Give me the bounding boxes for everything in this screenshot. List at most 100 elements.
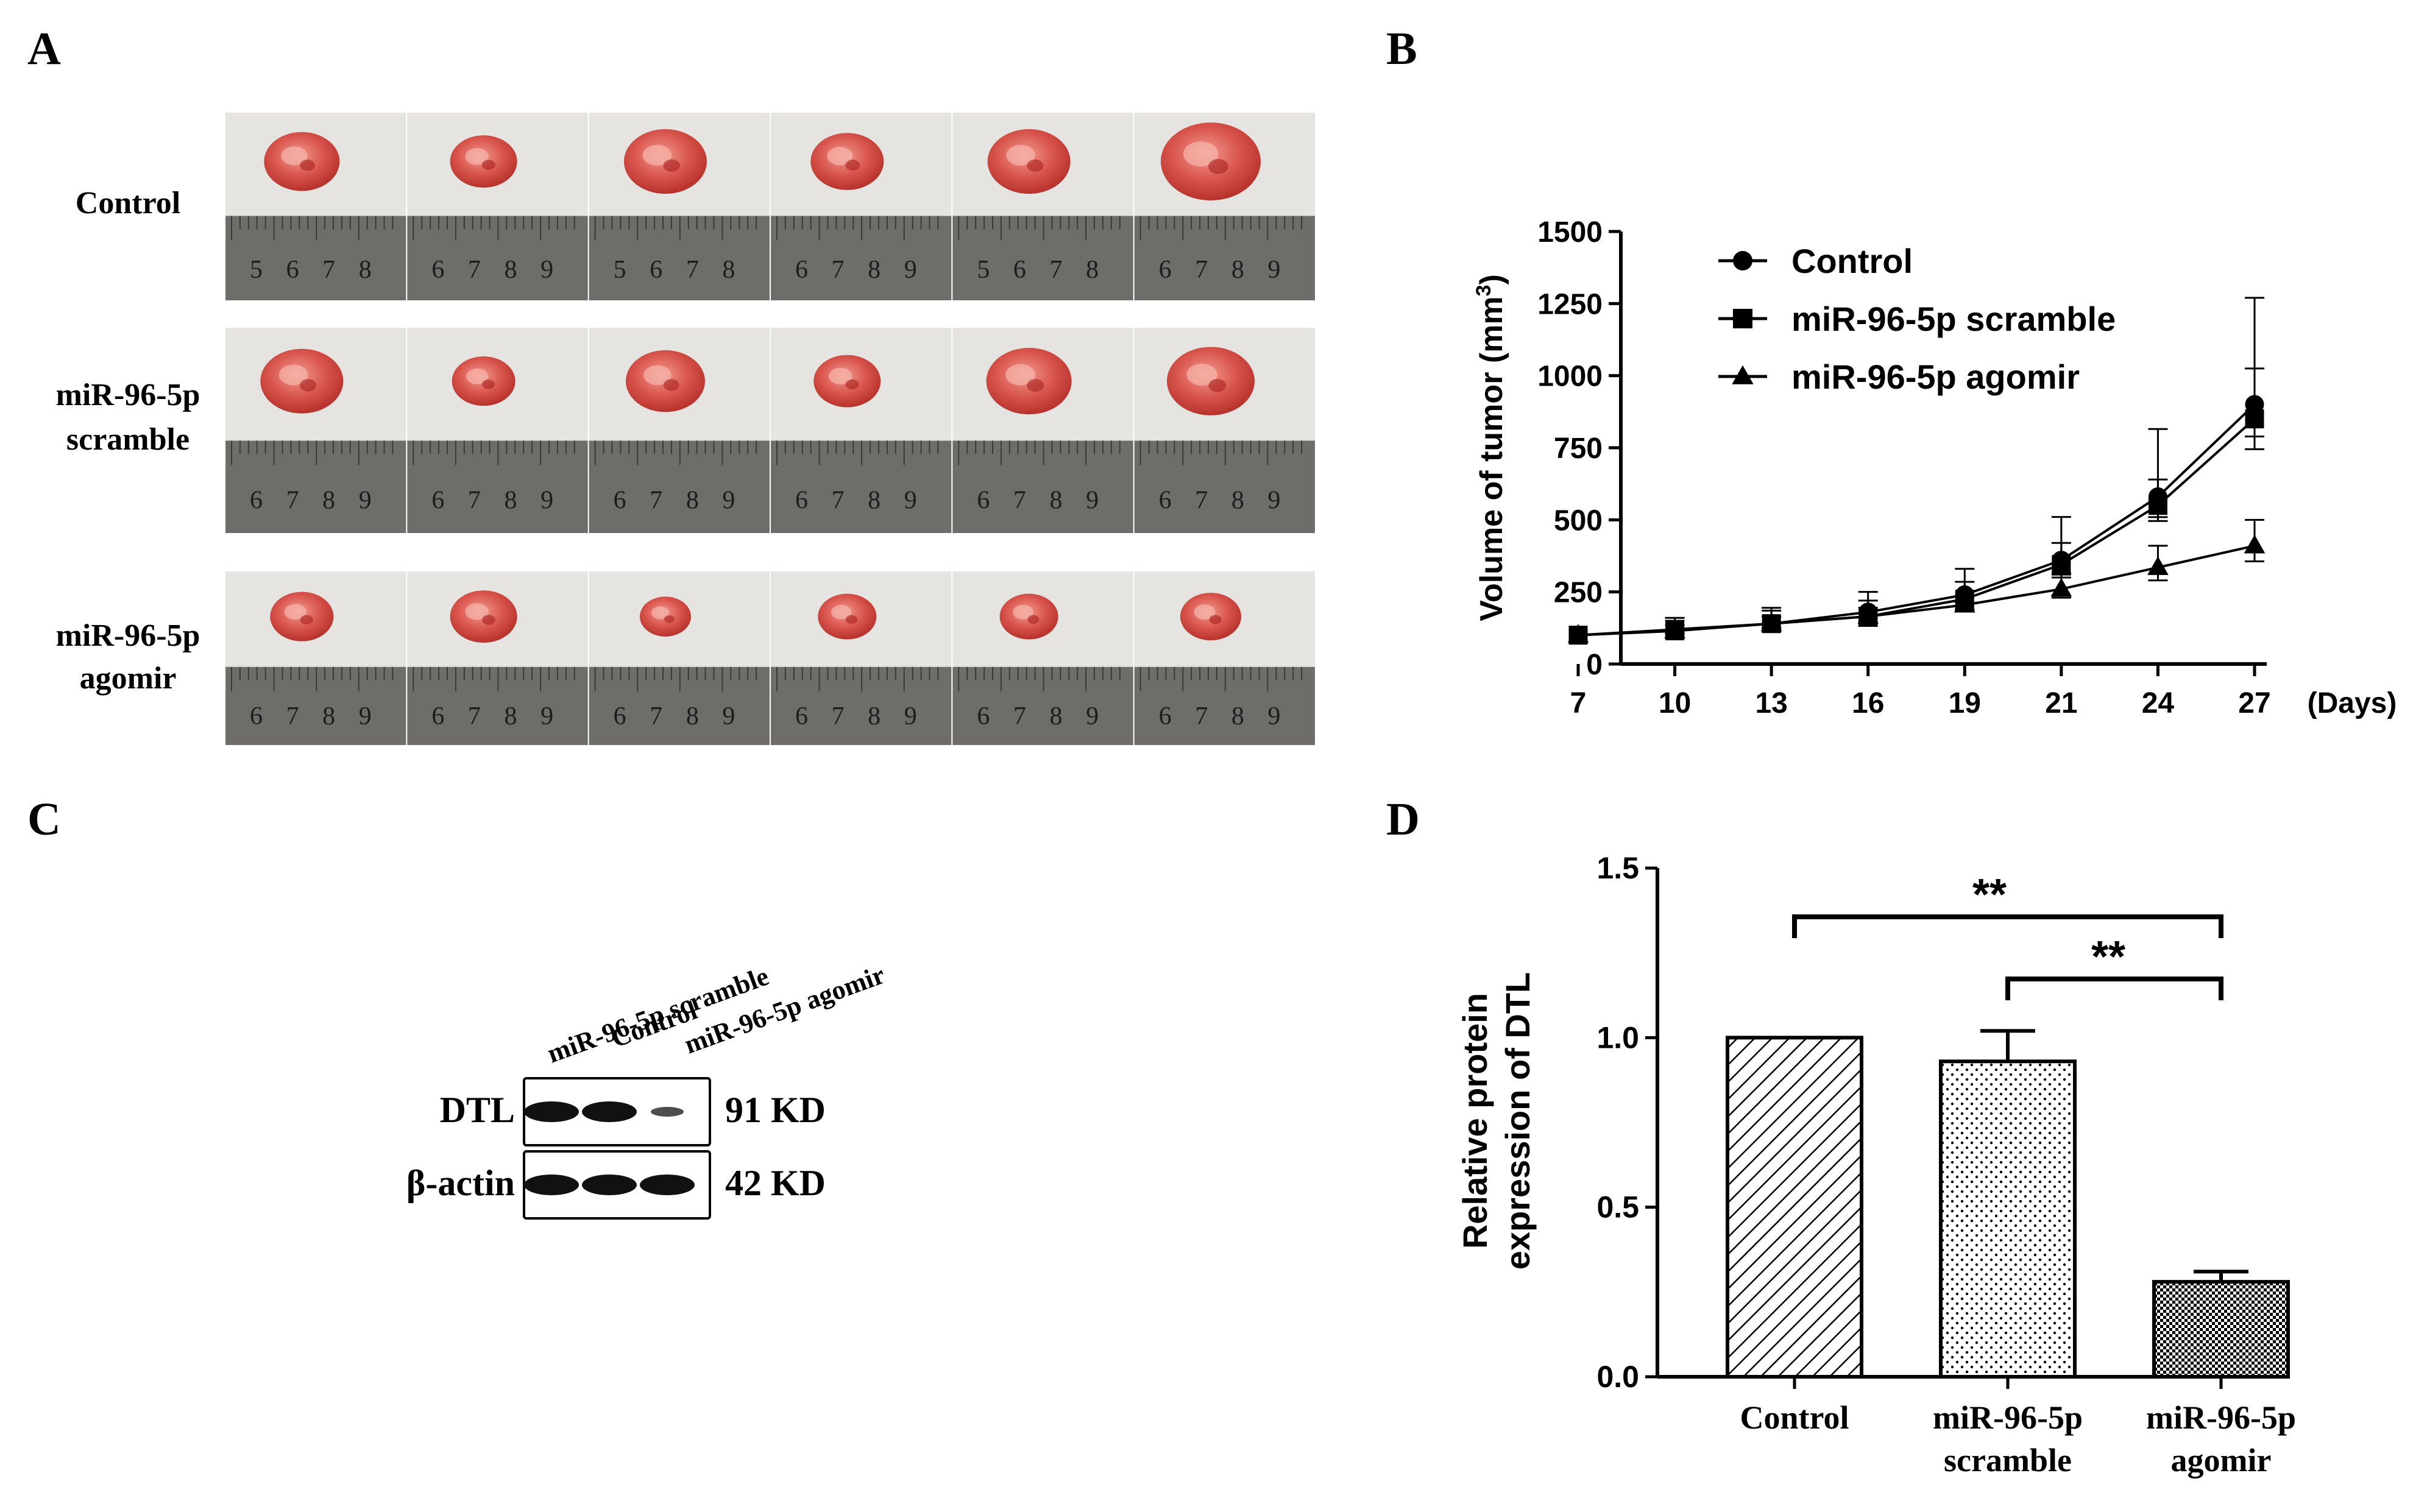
ruler-number: 9 bbox=[904, 702, 917, 730]
x-tick-label: 10 bbox=[1659, 687, 1691, 719]
ruler-number: 7 bbox=[1013, 702, 1026, 730]
tumor-spot bbox=[663, 159, 680, 172]
x-tick-label: 19 bbox=[1949, 687, 1981, 719]
x-tick-label-line2: scramble bbox=[1944, 1442, 2072, 1478]
blot-band bbox=[651, 1107, 684, 1117]
ruler-number: 6 bbox=[977, 487, 990, 515]
ruler-number: 9 bbox=[1267, 702, 1280, 730]
ruler-number: 6 bbox=[250, 702, 263, 730]
ruler-number: 9 bbox=[722, 702, 735, 730]
panel-d-bar-chart: 0.0 0.5 1.0 1.5 Relative protein expression o… bbox=[1456, 851, 2296, 1478]
data-point bbox=[1760, 612, 1782, 632]
ruler-number: 9 bbox=[904, 256, 917, 284]
tumor-highlight bbox=[278, 364, 308, 386]
ruler-number: 6 bbox=[1159, 256, 1172, 284]
ruler-number: 8 bbox=[1086, 256, 1099, 284]
ruler-number: 7 bbox=[1013, 487, 1026, 515]
data-point bbox=[2052, 555, 2071, 574]
tumor-spot bbox=[300, 615, 313, 625]
ruler-number: 7 bbox=[1195, 702, 1208, 730]
row-label-line2: scramble bbox=[66, 422, 190, 457]
tumor-spot bbox=[845, 160, 860, 171]
protein-name: DTL bbox=[440, 1090, 515, 1130]
ruler-number: 7 bbox=[286, 702, 299, 730]
ruler-number: 9 bbox=[904, 487, 917, 515]
row-label: Control bbox=[76, 186, 180, 221]
ruler-number: 8 bbox=[505, 487, 517, 515]
ruler-number: 6 bbox=[431, 256, 444, 284]
tumor-spot bbox=[300, 159, 315, 171]
data-point bbox=[2147, 556, 2169, 575]
ruler-number: 7 bbox=[1195, 256, 1208, 284]
ruler-number: 7 bbox=[322, 256, 335, 284]
ruler-number: 7 bbox=[286, 487, 299, 515]
panel-letter-d: D bbox=[1386, 794, 1420, 845]
y-tick-label: 1500 bbox=[1537, 216, 1603, 249]
ruler-number: 6 bbox=[431, 702, 444, 730]
ruler-number: 6 bbox=[1013, 256, 1026, 284]
ruler-number: 8 bbox=[322, 487, 335, 515]
tumor-spot bbox=[1208, 379, 1227, 392]
bracket bbox=[2005, 977, 2223, 1000]
legend-label: miR-96-5p agomir bbox=[1791, 358, 2080, 396]
y-tick-label: 1.5 bbox=[1596, 851, 1639, 885]
chart-axes: 0 250 500 750 1000 1250 1500 7 10 13 16 19 21 24 27 (Da… bbox=[1472, 216, 2397, 719]
ruler-number: 7 bbox=[832, 256, 845, 284]
bracket bbox=[1792, 914, 2223, 938]
row-label: miR-96-5p bbox=[56, 378, 200, 412]
blot-rows: DTL 91 KD β-actin 42 KD bbox=[406, 1077, 826, 1220]
legend-label: miR-96-5p scramble bbox=[1791, 300, 2116, 338]
legend-marker bbox=[1732, 365, 1754, 384]
tumor-highlight bbox=[1194, 604, 1216, 620]
panel-letter-c: C bbox=[27, 794, 61, 845]
x-tick-label: 16 bbox=[1852, 687, 1884, 719]
y-tick-label: 1.0 bbox=[1596, 1020, 1639, 1055]
chart-axes: 0.0 0.5 1.0 1.5 Relative protein expression o… bbox=[1456, 851, 2296, 1478]
tumor-spot bbox=[481, 615, 495, 625]
data-point bbox=[2245, 409, 2264, 429]
photo-grid: 5 6 7 8 6 7 8 9 5 6 7 8 6 7 8 9 5 6 7 8 6 7 8 96 7 8 9 6 7 8 9 6 7 8 9 6 7 8 9… bbox=[225, 113, 1315, 745]
ruler-number: 6 bbox=[795, 487, 808, 515]
blot-band bbox=[582, 1101, 637, 1122]
tumor-spot bbox=[664, 615, 675, 623]
y-tick-label: 500 bbox=[1554, 504, 1603, 537]
tumor-highlight bbox=[1186, 363, 1217, 386]
ruler-number: 6 bbox=[1159, 487, 1172, 515]
panel-a-tumor-photos: ControlmiR-96-5pscramblemiR-96-5pagomir … bbox=[56, 113, 1315, 745]
chart-legend: Control miR-96-5p scramble miR-96-5p agomi… bbox=[1718, 242, 2116, 396]
y-tick-label: 0.0 bbox=[1596, 1360, 1639, 1394]
ruler-number: 7 bbox=[686, 256, 699, 284]
x-tick-label: 24 bbox=[2142, 687, 2175, 719]
tumor-highlight bbox=[827, 147, 853, 166]
row-labels: Control miR-96-5p scramble miR-96-5p agomir bbox=[56, 186, 200, 696]
ruler-number: 7 bbox=[1195, 487, 1208, 515]
ruler-number: 7 bbox=[468, 487, 481, 515]
ruler-number: 9 bbox=[1267, 487, 1280, 515]
x-tick-label: 21 bbox=[2045, 687, 2077, 719]
tumor-highlight bbox=[831, 604, 852, 620]
x-tick-label: Control bbox=[1740, 1399, 1849, 1436]
panel-b-line-chart: 0 250 500 750 1000 1250 1500 7 10 13 16 19 21 24 27 (Da… bbox=[1472, 216, 2397, 719]
ruler-number: 9 bbox=[540, 702, 553, 730]
y-axis-label-line2: expression of DTL bbox=[1498, 972, 1537, 1270]
x-tick-label: 13 bbox=[1755, 687, 1787, 719]
tumor-highlight bbox=[651, 606, 670, 620]
ruler-number: 8 bbox=[722, 256, 735, 284]
ruler-number: 8 bbox=[868, 702, 880, 730]
ruler-number: 7 bbox=[650, 487, 662, 515]
series-line bbox=[1578, 403, 2256, 637]
data-point bbox=[2148, 496, 2167, 515]
ruler-number: 5 bbox=[977, 256, 990, 284]
ruler-number: 8 bbox=[1231, 487, 1244, 515]
ruler-number: 8 bbox=[505, 256, 517, 284]
